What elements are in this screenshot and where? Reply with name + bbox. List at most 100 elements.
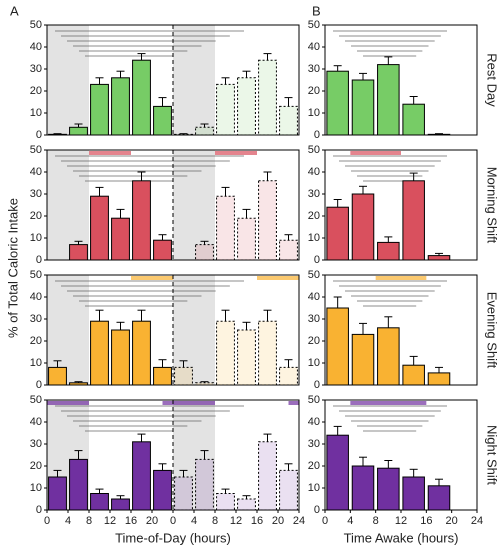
work-period xyxy=(131,276,173,280)
y-tick-label: 40 xyxy=(30,41,42,53)
y-tick-label: 40 xyxy=(308,41,320,53)
bar xyxy=(90,83,109,136)
y-tick-label: 30 xyxy=(30,313,42,325)
y-tick-label: 0 xyxy=(36,504,42,516)
bar xyxy=(351,79,375,136)
y-tick-label: 20 xyxy=(308,335,320,347)
y-axis-label: % of Total Caloric Intake xyxy=(5,198,20,338)
sleep-shading xyxy=(173,25,215,135)
bar xyxy=(216,493,235,511)
y-tick-label: 10 xyxy=(30,232,42,244)
y-tick-label: 10 xyxy=(30,357,42,369)
x-tick-label: 0 xyxy=(322,515,328,527)
x-tick-label: 16 xyxy=(251,515,263,527)
bar xyxy=(258,59,277,136)
bar xyxy=(174,133,193,136)
y-tick-label: 50 xyxy=(308,394,320,406)
bar xyxy=(279,239,298,261)
y-tick-label: 30 xyxy=(308,188,320,200)
bar xyxy=(195,382,214,386)
panel-label: B xyxy=(312,3,321,18)
y-tick-label: 40 xyxy=(308,291,320,303)
y-tick-label: 20 xyxy=(30,210,42,222)
work-period xyxy=(350,401,427,405)
bar xyxy=(427,255,451,261)
plot-frame xyxy=(324,24,478,136)
bar xyxy=(427,133,451,136)
x-tick-label: 20 xyxy=(446,515,458,527)
y-tick-label: 20 xyxy=(30,335,42,347)
row-label: Night Shift xyxy=(485,425,500,485)
bar xyxy=(153,469,172,511)
bar xyxy=(195,244,214,261)
x-tick-label: 0 xyxy=(170,515,176,527)
y-tick-label: 40 xyxy=(30,166,42,178)
sleep-shading xyxy=(47,25,89,135)
bar xyxy=(111,498,130,511)
work-period xyxy=(89,151,131,155)
x-tick-label: 4 xyxy=(347,515,353,527)
bar xyxy=(153,366,172,386)
y-tick-label: 0 xyxy=(36,254,42,266)
y-tick-label: 0 xyxy=(314,379,320,391)
x-tick-label: 24 xyxy=(293,515,305,527)
bar xyxy=(427,485,451,511)
bar xyxy=(111,77,130,136)
y-tick-label: 30 xyxy=(30,63,42,75)
bar xyxy=(237,77,256,136)
bar xyxy=(402,103,425,136)
work-period xyxy=(257,276,299,280)
x-tick-label: 12 xyxy=(230,515,242,527)
x-tick-label: 16 xyxy=(125,515,137,527)
plot-frame xyxy=(324,274,478,386)
bar xyxy=(153,105,172,136)
bar xyxy=(216,320,235,386)
bar xyxy=(351,333,375,386)
bar xyxy=(237,329,256,386)
work-period xyxy=(288,401,299,405)
y-tick-label: 40 xyxy=(30,291,42,303)
bar xyxy=(216,195,235,261)
bar xyxy=(427,372,451,386)
y-tick-label: 30 xyxy=(30,438,42,450)
x-tick-label: 0 xyxy=(44,515,50,527)
sleep-shading xyxy=(173,400,215,510)
bar xyxy=(351,465,375,511)
y-tick-label: 50 xyxy=(30,19,42,31)
bar xyxy=(48,366,67,386)
y-tick-label: 20 xyxy=(30,460,42,472)
bar xyxy=(111,217,130,261)
y-tick-label: 40 xyxy=(308,166,320,178)
bar xyxy=(132,441,151,511)
bar xyxy=(377,467,400,511)
bar xyxy=(132,59,151,136)
y-tick-label: 40 xyxy=(308,416,320,428)
y-tick-label: 30 xyxy=(308,438,320,450)
sleep-shading xyxy=(173,275,215,385)
bar xyxy=(153,239,172,261)
y-tick-label: 20 xyxy=(30,85,42,97)
bar xyxy=(90,195,109,261)
bar xyxy=(258,441,277,511)
bar xyxy=(69,458,88,511)
x-tick-label: 12 xyxy=(104,515,116,527)
x-tick-label: 12 xyxy=(395,515,407,527)
y-tick-label: 30 xyxy=(308,313,320,325)
bar xyxy=(132,180,151,261)
bar xyxy=(69,382,88,386)
bar xyxy=(258,320,277,386)
bar xyxy=(377,327,400,386)
x-tick-label: 20 xyxy=(272,515,284,527)
work-period xyxy=(162,401,215,405)
y-tick-label: 40 xyxy=(30,416,42,428)
x-tick-label: 20 xyxy=(146,515,158,527)
y-tick-label: 30 xyxy=(30,188,42,200)
bar xyxy=(351,193,375,261)
y-tick-label: 10 xyxy=(308,482,320,494)
sleep-shading xyxy=(47,275,89,385)
x-tick-label: 8 xyxy=(86,515,92,527)
bar xyxy=(279,469,298,511)
x-tick-label: 24 xyxy=(471,515,483,527)
x-tick-label: 8 xyxy=(373,515,379,527)
